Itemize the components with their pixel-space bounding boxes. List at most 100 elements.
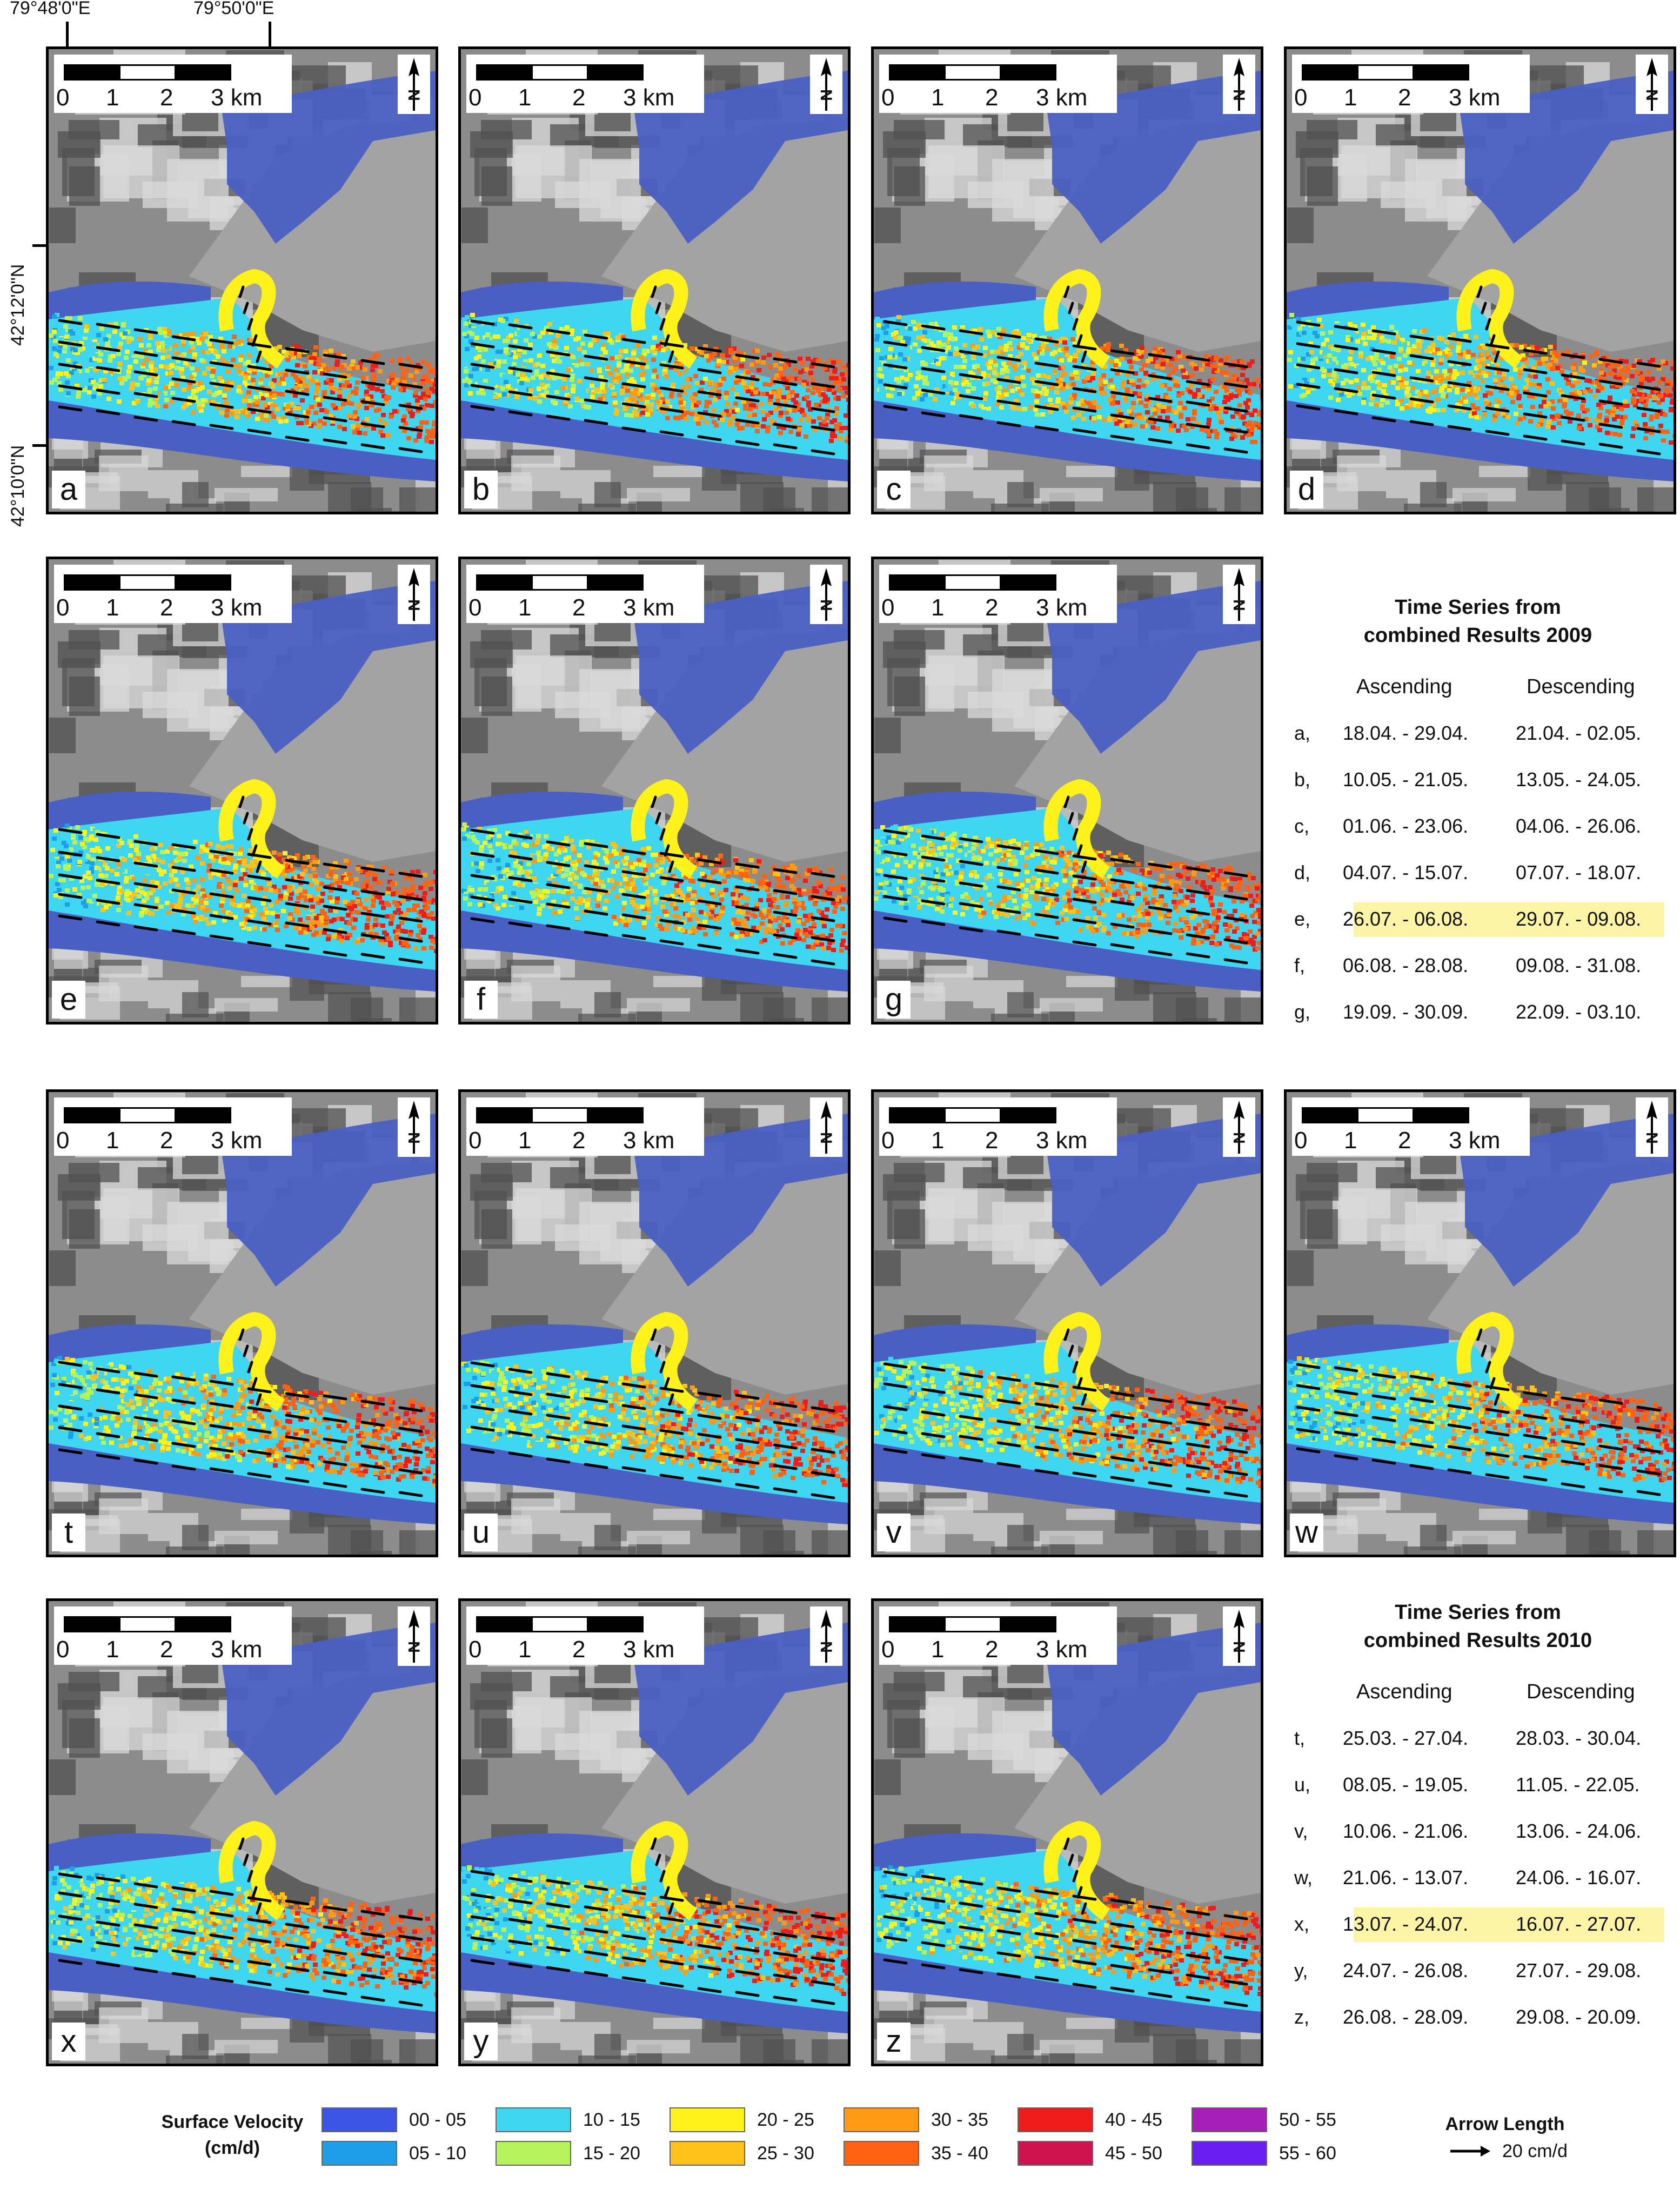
velocity-pixel [681,401,686,405]
velocity-pixel [1475,406,1480,411]
velocity-pixel [1202,363,1207,367]
velocity-pixel [167,332,172,336]
velocity-pixel [1344,378,1349,383]
velocity-pixel [1341,364,1346,369]
velocity-pixel [297,383,302,387]
velocity-pixel [508,333,513,338]
velocity-pixel [1631,397,1636,401]
velocity-pixel [516,353,521,358]
flow-vector [1223,447,1248,454]
velocity-pixel [85,386,90,391]
velocity-pixel [1517,374,1522,379]
velocity-pixel [101,874,106,878]
velocity-pixel [1015,355,1020,359]
velocity-pixel [1017,345,1022,350]
velocity-pixel [942,340,947,344]
velocity-pixel [637,412,642,417]
velocity-pixel [162,327,167,331]
velocity-pixel [418,396,423,400]
flow-vector [96,346,121,352]
velocity-pixel [53,339,58,343]
velocity-pixel [1240,436,1245,440]
flow-vector [659,430,684,437]
velocity-pixel [568,367,573,372]
velocity-pixel [1185,357,1190,361]
velocity-pixel [787,390,792,394]
velocity-pixel [1211,358,1216,362]
velocity-pixel [906,337,911,341]
velocity-pixel [524,324,528,328]
velocity-pixel [465,377,470,381]
velocity-pixel [804,381,809,386]
velocity-pixel [284,351,289,355]
velocity-pixel [247,353,252,358]
velocity-pixel [719,378,724,383]
velocity-pixel [1472,393,1477,397]
velocity-pixel [693,374,698,378]
velocity-pixel [269,903,273,908]
velocity-pixel [118,342,123,346]
velocity-pixel [223,387,228,391]
velocity-pixel [1670,400,1674,405]
velocity-pixel [881,361,886,365]
velocity-pixel [233,880,238,884]
velocity-pixel [681,385,686,390]
velocity-pixel [1173,367,1177,371]
velocity-pixel [679,415,684,419]
velocity-pixel [1405,342,1410,346]
velocity-pixel [777,404,782,408]
velocity-pixel [901,316,906,320]
velocity-pixel [75,384,79,388]
velocity-pixel [564,399,568,404]
velocity-pixel [396,927,400,932]
velocity-pixel [555,356,560,360]
velocity-pixel [481,359,486,364]
velocity-pixel [506,384,511,389]
velocity-pixel [649,403,654,407]
velocity-pixel [230,882,235,886]
velocity-pixel [934,359,939,363]
velocity-pixel [833,380,838,385]
velocity-pixel [86,885,91,889]
velocity-pixel [1054,343,1059,347]
velocity-pixel [91,858,96,862]
velocity-pixel [588,343,593,347]
velocity-pixel [262,896,267,900]
velocity-pixel [1432,351,1437,356]
velocity-pixel [1310,378,1315,383]
relief-patch [215,488,278,501]
velocity-pixel [692,399,697,403]
velocity-pixel [1341,381,1346,385]
flow-vector [773,402,798,409]
velocity-pixel [525,378,530,382]
velocity-pixel [113,358,118,362]
velocity-pixel [238,847,243,852]
velocity-pixel [1370,379,1375,383]
velocity-pixel [199,409,204,413]
velocity-pixel [139,354,144,359]
velocity-pixel [376,922,380,927]
velocity-pixel [1548,345,1553,349]
velocity-pixel [1355,339,1360,344]
velocity-pixel [1390,354,1395,359]
velocity-pixel [716,362,721,366]
velocity-pixel [1052,369,1057,373]
velocity-pixel [778,413,783,418]
velocity-pixel [237,369,242,373]
velocity-pixel [1304,381,1309,386]
velocity-pixel [354,877,359,881]
velocity-pixel [1415,390,1420,394]
velocity-pixel [1007,341,1012,345]
velocity-pixel [462,346,467,351]
velocity-pixel [1469,414,1474,418]
velocity-pixel [197,341,202,345]
velocity-pixel [766,392,771,396]
velocity-pixel [80,842,85,846]
flow-vector [621,359,646,366]
velocity-pixel [63,324,68,329]
velocity-pixel [1174,357,1179,361]
velocity-pixel [365,417,370,421]
velocity-pixel [661,348,666,352]
velocity-pixel [1246,398,1251,403]
velocity-pixel [115,899,120,903]
